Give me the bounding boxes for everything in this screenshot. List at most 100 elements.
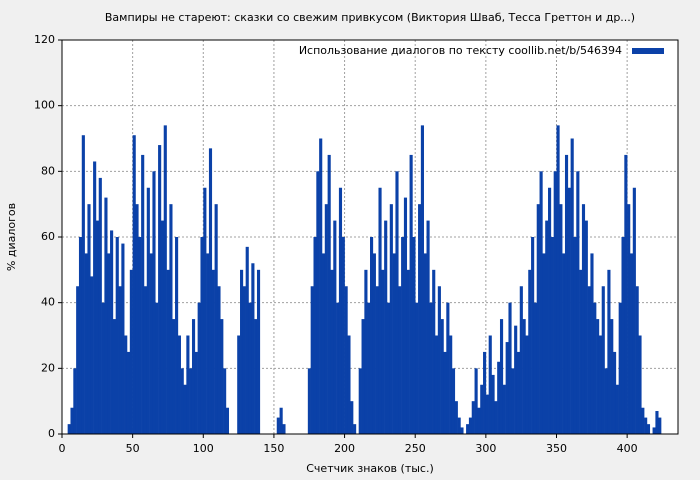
bar (573, 237, 577, 434)
bar (601, 286, 605, 434)
bar (607, 269, 611, 434)
bar (251, 263, 255, 434)
bar (429, 302, 433, 434)
bar (353, 424, 357, 434)
bar (358, 368, 362, 434)
bar (474, 368, 478, 434)
bar (70, 407, 74, 434)
bar (652, 427, 656, 434)
bar (525, 335, 529, 434)
bar (624, 154, 628, 434)
bar (375, 286, 379, 434)
bar (138, 237, 142, 434)
bar (370, 237, 374, 434)
bar (172, 319, 176, 434)
bar (90, 276, 94, 434)
bar (562, 253, 566, 434)
y-tick-label: 120 (34, 33, 55, 46)
bar (434, 335, 439, 434)
bar (78, 237, 83, 434)
bar (319, 138, 323, 434)
bar (511, 368, 515, 434)
bar (426, 220, 430, 434)
y-axis-label: % диалогов (5, 203, 18, 271)
y-tick-label: 80 (41, 164, 55, 177)
bar (307, 368, 311, 434)
bar (282, 424, 286, 434)
bar (180, 368, 184, 434)
bar (112, 319, 116, 434)
bar (638, 335, 642, 434)
bar (570, 138, 574, 434)
bar (629, 253, 634, 434)
bar (392, 253, 396, 434)
bar (632, 187, 636, 434)
bar (191, 319, 196, 434)
bar (401, 237, 405, 434)
bar (141, 154, 145, 434)
bar (468, 417, 473, 434)
bar (514, 325, 518, 434)
bar (406, 269, 410, 434)
bar (423, 253, 427, 434)
bar (310, 286, 314, 434)
bar (381, 269, 385, 434)
bar (488, 335, 492, 434)
bar (621, 237, 625, 434)
bar (143, 286, 148, 434)
bar (107, 253, 111, 434)
y-tick-label: 60 (41, 230, 55, 243)
bar (539, 171, 543, 435)
bar (646, 424, 651, 434)
bar (129, 269, 133, 434)
bar (372, 253, 376, 434)
bar (67, 424, 71, 434)
bar (118, 286, 122, 434)
bar (135, 204, 139, 434)
x-tick-label: 250 (405, 442, 426, 455)
y-tick-label: 20 (41, 361, 55, 374)
bar (384, 220, 388, 434)
bar (491, 374, 495, 434)
bar (248, 302, 252, 434)
bar (200, 237, 204, 434)
bar (398, 286, 402, 434)
bar (635, 286, 639, 434)
x-tick-label: 350 (546, 442, 567, 455)
bar (395, 171, 399, 435)
bar (576, 171, 580, 435)
bar (531, 237, 535, 434)
bar (533, 302, 538, 434)
bar (104, 197, 108, 434)
bar (361, 319, 365, 434)
bar (367, 302, 371, 434)
legend-swatch (632, 48, 664, 54)
bar (203, 187, 207, 434)
bar (223, 368, 227, 434)
bar (502, 384, 506, 434)
bar (542, 253, 546, 434)
bar (166, 269, 170, 434)
bar (409, 154, 413, 434)
bar (347, 335, 351, 434)
bar (330, 269, 334, 434)
bar (321, 253, 326, 434)
bar (545, 220, 549, 434)
bar (415, 302, 419, 434)
bar (225, 407, 230, 434)
bar (567, 187, 571, 434)
bar (146, 187, 150, 434)
bar (604, 368, 608, 434)
bar (240, 269, 244, 434)
bar (152, 171, 156, 435)
bar (73, 368, 77, 434)
bar (95, 220, 100, 434)
bar (485, 394, 489, 434)
bar (276, 417, 280, 434)
bar (93, 161, 97, 434)
bar (559, 204, 563, 434)
bar (548, 187, 552, 434)
bar (596, 319, 600, 434)
y-tick-label: 100 (34, 99, 55, 112)
